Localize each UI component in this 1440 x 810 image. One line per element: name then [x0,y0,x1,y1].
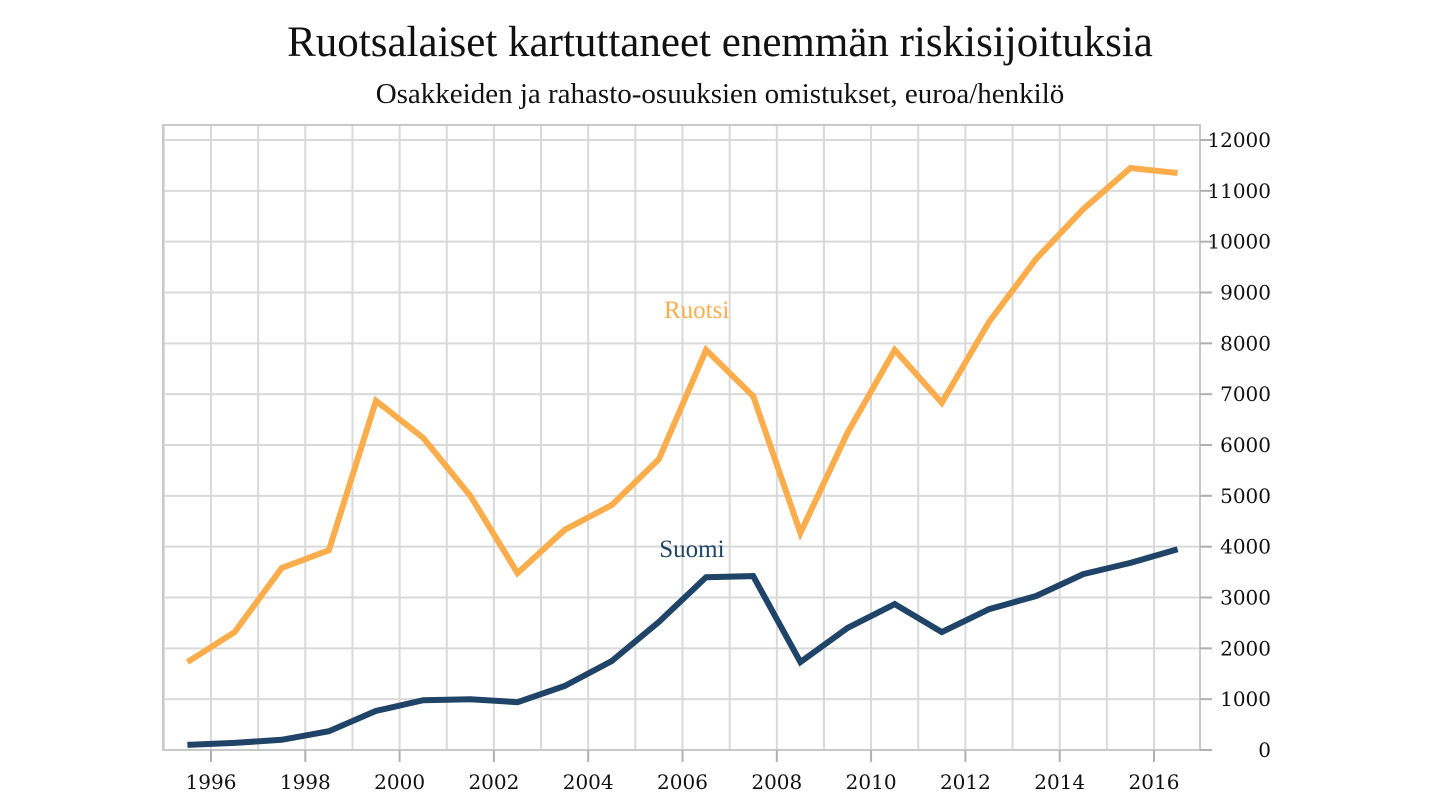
axes: 0 1000 2000 3000 4000 5000 6000 7000 8000 9000 100… [162,124,1271,794]
series-lines [185,164,1179,748]
series-line-suomi [187,546,1179,748]
y-tick-label: 8000 [1220,331,1271,355]
y-tick-label: 9000 [1220,281,1271,305]
x-tick-label: 2010 [846,770,897,794]
y-tick-label: 2000 [1220,636,1271,660]
x-tick-label: 1996 [186,770,237,794]
y-tick-label: 11000 [1207,179,1271,203]
x-tick-label: 2014 [1034,770,1085,794]
y-tick-label: 4000 [1220,535,1271,559]
y-tick-label: 0 [1258,738,1271,762]
y-tick-label: 12000 [1207,128,1271,152]
x-tick-label: 2006 [657,770,708,794]
x-tick-label: 2008 [751,770,802,794]
series-line-ruotsi [185,164,1178,665]
series-label-ruotsi: Ruotsi [664,297,729,324]
chart-subtitle: Osakkeiden ja rahasto-osuuksien omistuks… [375,78,1065,110]
y-tick-label: 10000 [1207,230,1271,254]
y-tick-label: 5000 [1220,484,1271,508]
x-tick-label: 2000 [374,770,425,794]
x-tick-label: 2004 [563,770,614,794]
y-tick-label: 3000 [1220,586,1271,610]
series-labels: Ruotsi Suomi [659,297,729,563]
y-tick-label: 6000 [1220,433,1271,457]
chart-title: Ruotsalaiset kartuttaneet enemmän riskis… [287,19,1153,66]
x-tick-label: 2016 [1129,770,1180,794]
x-tick-label: 1998 [280,770,331,794]
y-tick-label: 1000 [1220,687,1271,711]
x-tick-label: 2012 [940,770,991,794]
gridlines [162,125,1200,751]
y-tick-label: 7000 [1220,382,1271,406]
series-label-suomi: Suomi [659,536,724,563]
x-tick-label: 2002 [468,770,519,794]
